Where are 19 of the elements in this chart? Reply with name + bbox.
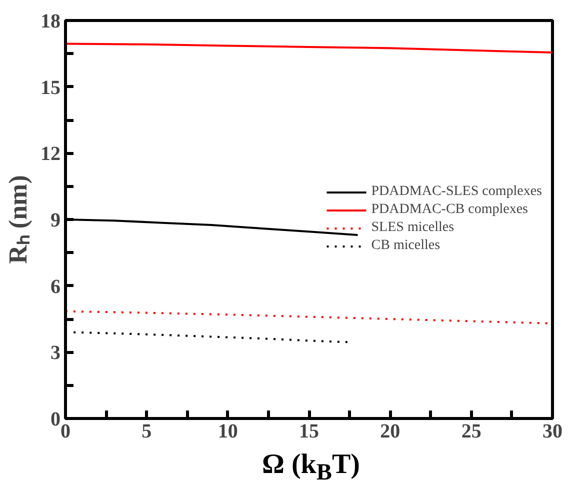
y-tick-label: 15 xyxy=(40,76,60,99)
x-tick-label: 15 xyxy=(299,420,319,442)
legend-label: PDADMAC-SLES complexes xyxy=(371,184,542,200)
y-tick-label: 18 xyxy=(40,10,60,32)
y-tick-label: 6 xyxy=(50,276,60,298)
legend-label: SLES micelles xyxy=(371,220,454,236)
x-tick-label: 25 xyxy=(461,420,482,442)
legend-label: PDADMAC-CB complexes xyxy=(371,202,528,218)
legend-label: CB micelles xyxy=(371,238,440,254)
line-series xyxy=(66,42,552,54)
x-tick-label: 20 xyxy=(380,420,400,442)
y-tick-label: 12 xyxy=(40,143,60,166)
x-tick-label: 30 xyxy=(542,420,562,442)
x-tick-label: 10 xyxy=(218,420,238,442)
y-tick-label: 9 xyxy=(50,210,60,232)
x-axis-title: Ω (k$_{B}$T) xyxy=(262,448,360,488)
y-tick-label: 3 xyxy=(50,342,60,364)
x-tick-label: 5 xyxy=(142,420,152,442)
y-axis-title: Rₕ (nm) xyxy=(4,175,32,264)
